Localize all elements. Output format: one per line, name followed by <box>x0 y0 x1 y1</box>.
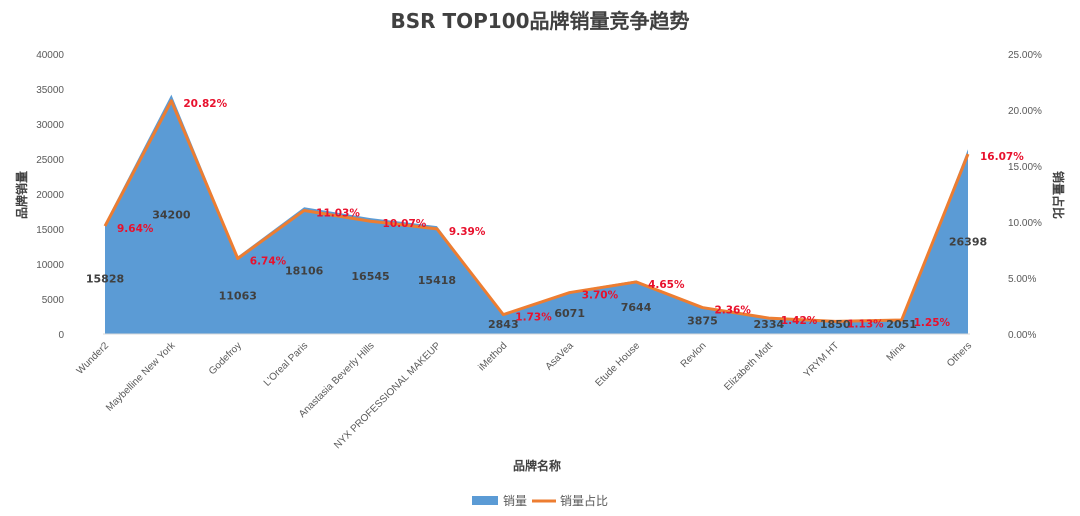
x-tick-label: Maybelline New York <box>104 340 178 414</box>
y-tick-label: 40000 <box>36 50 64 61</box>
data-label-sales: 15828 <box>86 273 124 286</box>
area-series-sales <box>105 94 968 334</box>
data-label-sales: 2051 <box>886 318 917 331</box>
legend-label-sales: 销量 <box>503 494 527 508</box>
data-label-share: 1.13% <box>847 318 884 330</box>
chart-title: BSR TOP100品牌销量竞争趋势 <box>390 9 689 33</box>
x-axis-title: 品牌名称 <box>513 458 561 473</box>
y2-tick-label: 25.00% <box>1008 50 1042 61</box>
y-tick-label: 25000 <box>36 155 64 166</box>
legend-label-share: 销量占比 <box>560 493 608 508</box>
data-label-sales: 26398 <box>949 236 987 249</box>
x-tick-label: Elizabeth Mott <box>722 340 775 393</box>
data-label-sales: 34200 <box>152 208 191 221</box>
y-tick-label: 10000 <box>36 260 64 271</box>
y-tick-label: 20000 <box>36 190 64 201</box>
x-tick-label: Mina <box>885 340 908 363</box>
data-label-share: 2.36% <box>714 305 751 317</box>
x-tick-label: AsaVea <box>544 340 576 372</box>
data-label-share: 4.65% <box>648 279 685 291</box>
y-tick-label: 15000 <box>36 225 64 236</box>
data-label-share: 9.64% <box>117 223 154 235</box>
x-tick-label: L'Oreal Paris <box>262 340 310 388</box>
data-label-share: 16.07% <box>980 151 1024 163</box>
data-label-sales: 15418 <box>418 274 456 287</box>
data-label-sales: 18106 <box>285 265 324 278</box>
y2-tick-label: 5.00% <box>1008 274 1036 285</box>
data-label-sales: 2334 <box>754 318 785 331</box>
data-label-share: 1.42% <box>781 315 818 327</box>
y2-tick-label: 15.00% <box>1008 162 1042 173</box>
x-tick-label: NYX PROFESSIONAL MAKEUP <box>332 340 443 451</box>
data-label-share: 3.70% <box>582 290 619 302</box>
data-label-share: 1.25% <box>914 317 951 329</box>
data-label-sales: 16545 <box>351 270 389 283</box>
line-series-share <box>103 99 970 323</box>
x-tick-label: YRYM HT <box>802 340 841 379</box>
x-tick-label: Revlon <box>679 340 709 370</box>
x-tick-label: Godefroy <box>207 340 244 377</box>
x-tick-label: Wunder2 <box>75 340 112 377</box>
data-label-sales: 6071 <box>554 307 585 320</box>
data-label-sales: 1850 <box>820 318 851 331</box>
data-label-share: 20.82% <box>183 98 227 110</box>
data-label-sales: 2843 <box>488 318 519 331</box>
data-label-sales: 3875 <box>687 314 718 327</box>
x-tick-label: Anastasia Beverly Hills <box>297 340 377 420</box>
y2-tick-label: 0.00% <box>1008 330 1036 341</box>
data-label-share: 9.39% <box>449 226 486 238</box>
y2-tick-label: 20.00% <box>1008 106 1042 117</box>
x-tick-label: Others <box>945 340 974 369</box>
data-label-share: 1.73% <box>515 312 552 324</box>
x-tick-label: iMethod <box>476 340 509 373</box>
data-label-share: 6.74% <box>250 256 287 268</box>
x-tick-label: Etude House <box>594 340 643 389</box>
data-label-sales: 7644 <box>621 301 652 314</box>
data-label-sales: 11063 <box>219 289 257 302</box>
y-tick-label: 0 <box>58 330 64 341</box>
legend-swatch-sales <box>472 496 498 505</box>
y2-axis-title: 销量占比 <box>1051 171 1066 219</box>
y-tick-label: 5000 <box>42 295 65 306</box>
y-tick-label: 30000 <box>36 120 64 131</box>
data-label-share: 10.07% <box>383 218 427 230</box>
y-tick-label: 35000 <box>36 85 64 96</box>
data-label-share: 11.03% <box>316 207 360 219</box>
y2-tick-label: 10.00% <box>1008 218 1042 229</box>
y-axis-title: 品牌销量 <box>14 171 29 219</box>
